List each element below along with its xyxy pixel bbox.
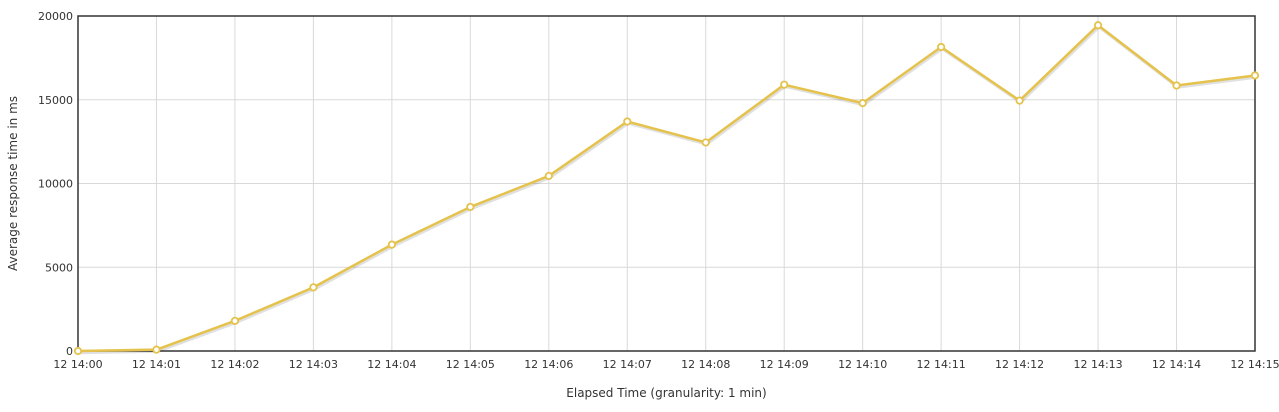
data-point[interactable] xyxy=(1250,71,1260,80)
y-tick-label: 5000 xyxy=(45,261,73,274)
x-axis-ticks: 12 14:00 12 14:01 12 14:02 12 14:03 12 14:04… xyxy=(53,358,1279,371)
x-tick-label: 12 14:08 xyxy=(681,358,730,371)
data-point[interactable] xyxy=(858,99,867,108)
data-point[interactable] xyxy=(73,346,83,356)
data-point[interactable] xyxy=(623,117,632,126)
y-tick-label: 15000 xyxy=(38,94,73,107)
y-axis-title: Average response time in ms xyxy=(6,96,20,271)
x-tick-label: 12 14:01 xyxy=(132,358,181,371)
x-axis-title: Elapsed Time (granularity: 1 min) xyxy=(566,386,766,400)
data-point[interactable] xyxy=(780,80,789,89)
grid xyxy=(77,15,1256,352)
plot-frame xyxy=(77,15,1256,352)
data-point[interactable] xyxy=(466,202,475,212)
x-tick-label: 12 14:06 xyxy=(524,358,573,371)
data-point[interactable] xyxy=(544,171,553,181)
data-point[interactable] xyxy=(701,138,710,147)
y-axis-ticks: 0 5000 10000 15000 20000 xyxy=(38,10,73,358)
data-point[interactable] xyxy=(387,240,396,249)
y-tick-label: 10000 xyxy=(38,178,73,191)
data-point[interactable] xyxy=(937,42,946,52)
series-layer xyxy=(77,23,1257,355)
x-tick-label: 12 14:14 xyxy=(1152,358,1201,371)
x-tick-label: 12 14:15 xyxy=(1230,358,1279,371)
x-tick-label: 12 14:10 xyxy=(838,358,887,371)
y-tick-label: 0 xyxy=(66,345,73,358)
series-line xyxy=(77,23,1256,353)
x-tick-label: 12 14:12 xyxy=(995,358,1044,371)
x-tick-label: 12 14:05 xyxy=(446,358,495,371)
series-line-shadow xyxy=(78,25,1257,355)
y-tick-label: 20000 xyxy=(38,10,73,23)
points-layer xyxy=(73,21,1260,356)
x-tick-label: 12 14:07 xyxy=(603,358,652,371)
data-point[interactable] xyxy=(1015,96,1024,105)
x-tick-label: 12 14:09 xyxy=(760,358,809,371)
x-tick-label: 12 14:00 xyxy=(53,358,102,371)
x-tick-label: 12 14:13 xyxy=(1073,358,1122,371)
data-point[interactable] xyxy=(230,316,240,325)
x-tick-label: 12 14:04 xyxy=(367,358,416,371)
data-point[interactable] xyxy=(152,345,161,354)
x-tick-label: 12 14:11 xyxy=(917,358,966,371)
data-point[interactable] xyxy=(309,283,318,292)
x-tick-label: 12 14:03 xyxy=(289,358,338,371)
data-point[interactable] xyxy=(1172,81,1181,90)
data-point[interactable] xyxy=(1093,21,1103,30)
x-tick-label: 12 14:02 xyxy=(210,358,259,371)
